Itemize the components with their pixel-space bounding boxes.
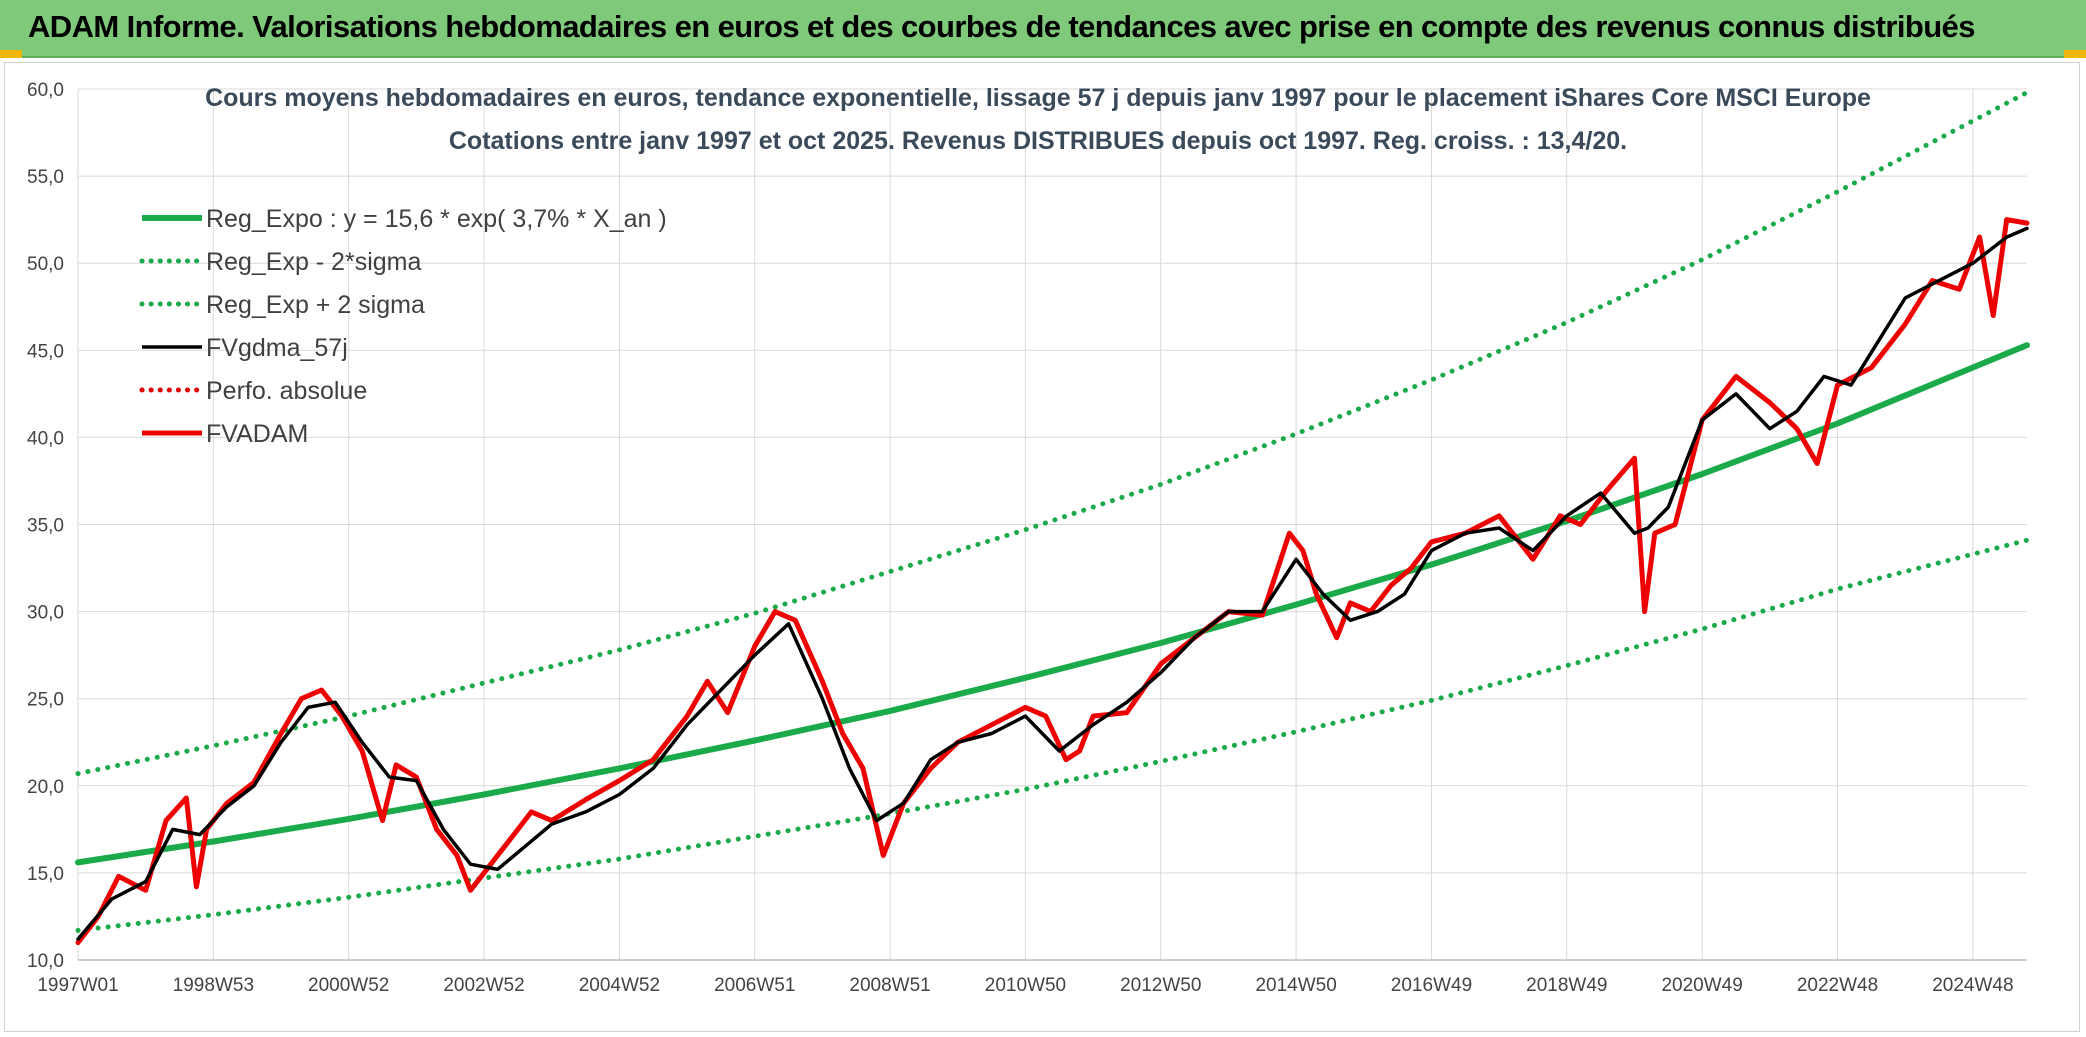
chart-series <box>75 90 2030 946</box>
x-tick-label: 2004W52 <box>579 975 660 996</box>
legend-entry: Reg_Expo : y = 15,6 * exp( 3,7% * X_an ) <box>206 205 667 233</box>
chart-subtitle: Cotations entre janv 1997 et oct 2025. R… <box>449 127 1627 155</box>
y-tick-label: 60,0 <box>27 80 64 101</box>
chart-axes: 10,0 15,0 20,0 25,0 30,0 35,0 40,0 45,0 50,0 55,0… <box>27 80 2027 996</box>
chart-legend: Reg_Expo : y = 15,6 * exp( 3,7% * X_an )… <box>139 205 667 448</box>
x-tick-label: 2024W48 <box>1932 975 2013 996</box>
legend-entry: Reg_Exp - 2*sigma <box>206 248 421 276</box>
x-tick-label: 2018W49 <box>1526 975 1607 996</box>
y-tick-label: 50,0 <box>27 254 64 275</box>
header-corner-left <box>0 50 22 58</box>
x-tick-label: 2010W50 <box>985 975 1066 996</box>
y-tick-label: 35,0 <box>27 516 64 537</box>
x-tick-label: 2014W50 <box>1255 975 1336 996</box>
x-tick-label: 2000W52 <box>308 975 389 996</box>
chart-title: Cours moyens hebdomadaires en euros, ten… <box>205 84 1871 112</box>
x-tick-label: 2008W51 <box>849 975 930 996</box>
legend-entry: FVADAM <box>206 420 308 448</box>
header-corner-right <box>2064 50 2086 58</box>
page-title: ADAM Informe. Valorisations hebdomadaire… <box>28 9 1975 44</box>
y-tick-label: 10,0 <box>27 951 64 972</box>
legend-entry: Perfo. absolue <box>206 377 367 405</box>
series-line <box>75 342 2030 866</box>
y-tick-label: 55,0 <box>27 167 64 188</box>
y-tick-label: 30,0 <box>27 603 64 624</box>
series-line <box>75 90 2030 777</box>
series-line <box>75 217 2030 946</box>
x-tick-label: 2020W49 <box>1661 975 1742 996</box>
legend-entry: FVgdma_57j <box>206 334 348 362</box>
y-tick-label: 40,0 <box>27 428 64 449</box>
x-tick-label: 1997W01 <box>37 975 118 996</box>
legend-entry: Reg_Exp + 2 sigma <box>206 291 425 319</box>
line-chart: 10,0 15,0 20,0 25,0 30,0 35,0 40,0 45,0 50,0 55,0… <box>27 80 2030 996</box>
y-tick-label: 15,0 <box>27 864 64 885</box>
series-line <box>75 537 2030 933</box>
x-tick-label: 2002W52 <box>443 975 524 996</box>
series-line <box>76 226 2029 941</box>
y-tick-label: 25,0 <box>27 690 64 711</box>
x-tick-label: 1998W53 <box>173 975 254 996</box>
app-header: ADAM Informe. Valorisations hebdomadaire… <box>0 0 2086 58</box>
chart-frame: 10,0 15,0 20,0 25,0 30,0 35,0 40,0 45,0 50,0 55,0… <box>4 62 2080 1032</box>
x-tick-label: 2006W51 <box>714 975 795 996</box>
chart-grid <box>77 88 2027 961</box>
x-tick-label: 2012W50 <box>1120 975 1201 996</box>
x-tick-label: 2016W49 <box>1391 975 1472 996</box>
y-tick-label: 45,0 <box>27 341 64 362</box>
x-tick-label: 2022W48 <box>1797 975 1878 996</box>
y-tick-label: 20,0 <box>27 777 64 798</box>
